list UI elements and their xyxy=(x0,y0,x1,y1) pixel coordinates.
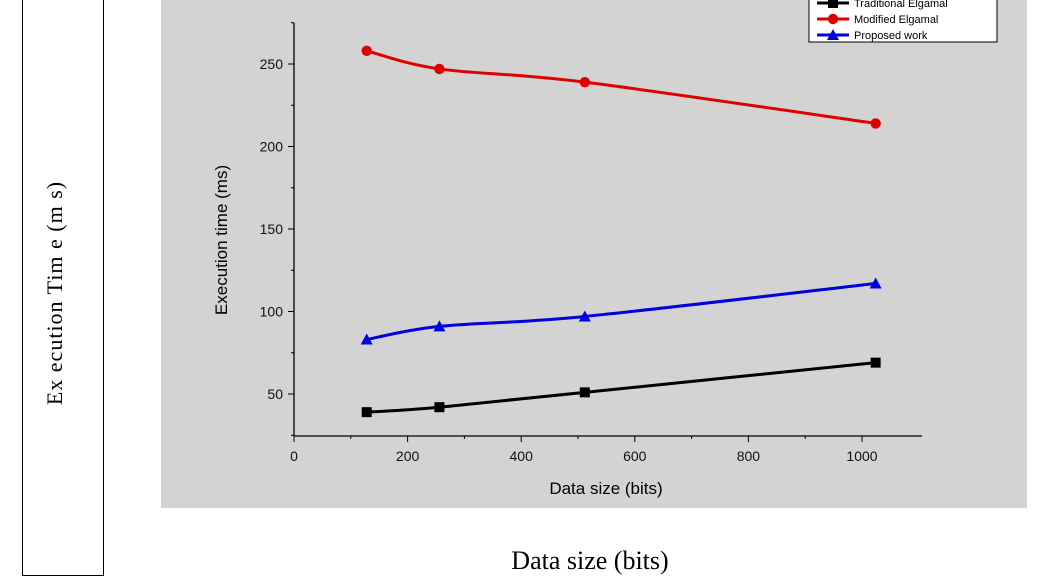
line-chart: 0 200 400 600 800 1000 50 100 150 200 250 Data size… xyxy=(212,0,998,498)
axes: 0 200 400 600 800 1000 50 100 150 200 250 Data size… xyxy=(212,22,922,498)
x-tick-label: 200 xyxy=(396,448,420,464)
legend-item: Traditional Elgamal xyxy=(817,0,948,10)
data-point xyxy=(434,63,445,75)
data-point xyxy=(870,118,881,129)
series-1 xyxy=(361,357,881,418)
chart-panel: 0 200 400 600 800 1000 50 100 150 200 250 Data size… xyxy=(161,0,1027,508)
x-tick-label: 1000 xyxy=(846,448,877,464)
series-2 xyxy=(361,45,881,129)
x-tick-label: 600 xyxy=(623,448,647,464)
series-line xyxy=(366,49,876,125)
y-tick-label: 250 xyxy=(260,56,284,72)
legend-marker xyxy=(827,13,839,25)
outer-y-axis-label: Ex ecution Tim e (m s) xyxy=(42,180,67,406)
legend: Traditional Elgamal Modified Elgamal Propo… xyxy=(808,0,998,43)
legend-item: Modified Elgamal xyxy=(817,13,938,26)
left-frame-box xyxy=(22,0,104,576)
legend-marker xyxy=(827,29,839,40)
legend-item: Proposed work xyxy=(817,29,928,42)
series-3 xyxy=(360,277,882,345)
data-point xyxy=(361,407,372,418)
y-tick-label: 150 xyxy=(260,221,284,237)
data-point xyxy=(433,320,446,332)
legend-marker xyxy=(828,0,838,8)
x-axis-title: Data size (bits) xyxy=(549,479,662,498)
legend-label: Modified Elgamal xyxy=(854,14,938,26)
data-point xyxy=(870,357,881,368)
x-tick-label: 0 xyxy=(290,448,298,464)
data-point xyxy=(434,402,445,413)
legend-label: Traditional Elgamal xyxy=(854,0,948,10)
data-point xyxy=(579,76,591,88)
y-axis-title: Execution time (ms) xyxy=(212,165,231,315)
data-point xyxy=(578,310,591,322)
data-point xyxy=(579,387,590,398)
series-line xyxy=(366,361,876,414)
series-layer xyxy=(360,45,882,418)
x-tick-label: 800 xyxy=(737,448,761,464)
y-tick-label: 50 xyxy=(267,386,283,402)
outer-x-axis-label: Data size (bits) xyxy=(511,546,669,575)
data-point xyxy=(361,45,372,56)
legend-label: Proposed work xyxy=(854,30,928,42)
x-tick-label: 400 xyxy=(510,448,534,464)
data-point xyxy=(360,333,373,345)
series-line xyxy=(366,281,876,342)
y-tick-label: 100 xyxy=(260,304,284,320)
data-point xyxy=(869,277,882,289)
y-tick-label: 200 xyxy=(260,139,284,155)
